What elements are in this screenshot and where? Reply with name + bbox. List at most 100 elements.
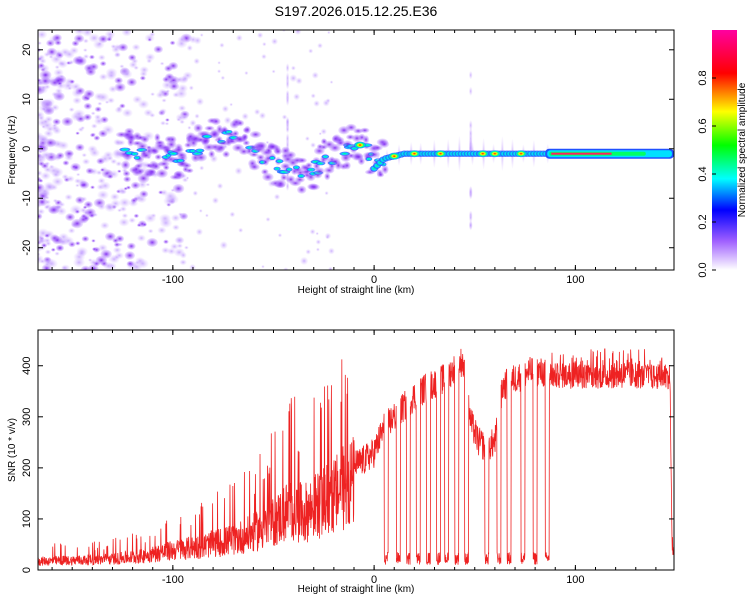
noise-blob <box>40 171 51 180</box>
noise-blob <box>52 91 64 101</box>
ridge-core <box>365 157 373 162</box>
hot-spot <box>388 152 401 160</box>
noise-blob <box>133 213 139 218</box>
noise-blob <box>118 218 130 227</box>
noise-blob <box>42 257 55 267</box>
noise-blob <box>107 97 115 104</box>
noise-blob <box>172 224 180 231</box>
ridge-blob <box>294 176 305 183</box>
ridge-blob <box>136 168 144 175</box>
noise-blob <box>328 266 333 270</box>
noise-blob <box>147 228 154 234</box>
noise-blob <box>189 119 197 127</box>
noise-blob <box>180 114 189 121</box>
noise-blob <box>117 208 122 213</box>
noise-blob <box>128 54 137 61</box>
ridge-blob <box>357 157 365 166</box>
noise-blob <box>95 170 103 176</box>
noise-blob <box>75 183 80 188</box>
noise-blob <box>64 194 73 201</box>
ridge-blob <box>314 167 325 176</box>
noise-blob <box>193 58 200 65</box>
ridge-blob <box>182 162 192 169</box>
noise-blob <box>171 214 181 222</box>
noise-blob <box>320 128 327 135</box>
noise-blob <box>108 254 120 264</box>
noise-blob <box>62 160 70 166</box>
noise-blob <box>59 74 65 79</box>
ridge-core <box>275 159 284 164</box>
noise-blob <box>104 232 116 241</box>
streak-blob <box>285 181 290 191</box>
noise-blob <box>146 58 152 64</box>
noise-blob <box>121 30 132 37</box>
streak-blob <box>285 94 290 106</box>
streak-blob <box>285 78 290 90</box>
snr-ylabel: SNR (10 * v/v) <box>7 418 18 482</box>
ridge-blob <box>154 154 162 161</box>
heatmap-ytick-label: -20 <box>21 240 33 256</box>
ridge-blob <box>381 165 389 175</box>
noise-blob <box>114 82 126 92</box>
noise-blob <box>318 132 322 136</box>
noise-blob <box>117 43 129 52</box>
noise-blob <box>83 102 93 110</box>
noise-blob <box>193 36 202 45</box>
noise-blob <box>300 256 309 265</box>
noise-blob <box>80 196 88 202</box>
ridge-blob <box>154 133 161 142</box>
noise-blob <box>145 182 151 187</box>
noise-blob <box>113 242 121 248</box>
noise-blob <box>311 71 319 79</box>
noise-blob <box>128 61 138 69</box>
ridge-blob <box>140 135 150 144</box>
heatmap-xtick-label: 100 <box>566 274 584 286</box>
noise-blob <box>73 109 86 119</box>
noise-blob <box>187 125 192 130</box>
noise-blob <box>229 211 236 218</box>
noise-blob <box>72 97 82 105</box>
noise-blob <box>159 108 167 115</box>
noise-blob <box>294 30 302 35</box>
snr-xtick-label: -100 <box>162 574 184 586</box>
noise-blob <box>159 61 165 66</box>
noise-blob <box>159 218 172 228</box>
noise-blob <box>139 66 149 74</box>
noise-blob <box>93 261 100 267</box>
noise-blob <box>38 245 43 253</box>
ridge-blob <box>209 130 220 139</box>
ridge-blob <box>274 179 287 189</box>
snr-xlabel: Height of straight line (km) <box>298 584 415 595</box>
ridge-blob <box>360 127 370 134</box>
noise-blob <box>96 157 105 165</box>
ridge-blob <box>173 147 184 153</box>
noise-blob <box>75 241 81 246</box>
snr-ytick-label: 200 <box>21 459 33 477</box>
noise-blob <box>123 176 132 183</box>
hot-spot <box>488 150 501 158</box>
noise-blob <box>84 64 94 72</box>
ridge-blob <box>244 125 251 134</box>
snr-ytick-label: 400 <box>21 357 33 375</box>
noise-blob <box>67 227 76 234</box>
noise-blob <box>90 111 96 116</box>
noise-blob <box>146 237 158 247</box>
noise-blob <box>90 185 95 190</box>
noise-blob <box>52 118 61 126</box>
noise-blob <box>180 251 187 259</box>
noise-blob <box>126 185 131 190</box>
ridge-blob <box>274 148 282 155</box>
noise-blob <box>164 122 170 126</box>
noise-blob <box>236 34 243 42</box>
noise-blob <box>131 43 141 51</box>
noise-blob <box>57 81 63 86</box>
noise-blob <box>91 239 96 243</box>
noise-blob <box>73 257 85 268</box>
ridge-blob <box>156 169 168 178</box>
ridge-blob <box>166 140 177 149</box>
noise-blob <box>108 85 118 93</box>
noise-blob <box>97 92 109 102</box>
noise-blob <box>83 54 90 59</box>
noise-blob <box>52 123 58 128</box>
